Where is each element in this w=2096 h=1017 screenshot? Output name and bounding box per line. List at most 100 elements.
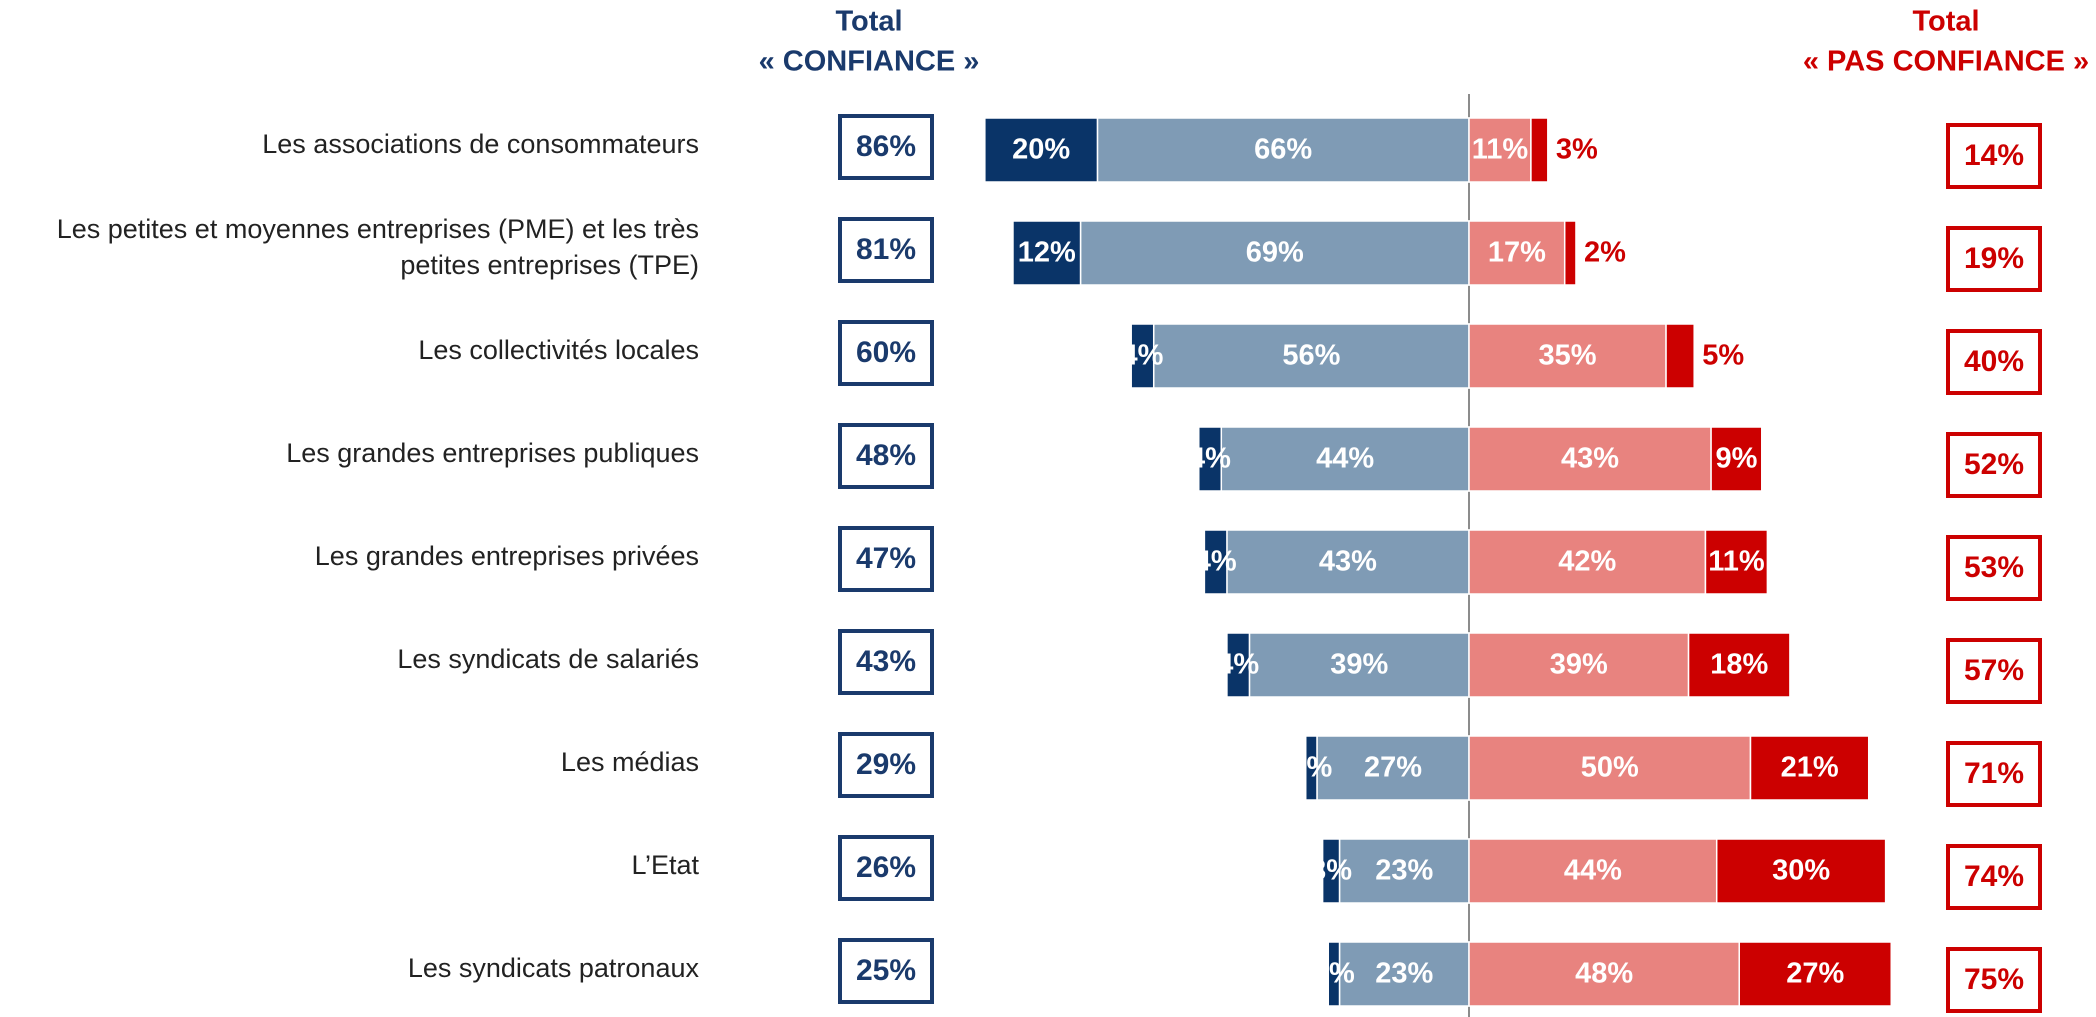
category-label: Les collectivités locales — [418, 335, 699, 365]
bar-segment — [1710, 426, 1763, 492]
bar-label: 23% — [1375, 855, 1433, 887]
bar-segment — [1321, 838, 1341, 904]
bar-label: 5% — [1702, 340, 1744, 372]
bar-label: 66% — [1254, 134, 1312, 166]
total-box — [1946, 947, 2042, 1013]
bar-segment — [1687, 632, 1791, 698]
bar-label: 2% — [1313, 958, 1355, 990]
bar-label: 39% — [1550, 649, 1608, 681]
bar-label: 48% — [1575, 958, 1633, 990]
bar-segment — [1316, 735, 1470, 801]
bar-segment — [1468, 529, 1707, 595]
category-label: Les petites et moyennes entreprises (PME… — [56, 214, 699, 280]
bar-segment — [1226, 632, 1251, 698]
bar-label: 30% — [1772, 855, 1830, 887]
category-label: Les syndicats de salariés — [397, 644, 699, 674]
total-box — [838, 217, 934, 283]
bar-segment — [1468, 220, 1566, 286]
total-box — [1946, 741, 2042, 807]
total-label: 53% — [1964, 551, 2024, 584]
total-box — [1946, 226, 2042, 292]
total-label: 47% — [856, 542, 916, 575]
total-label: 52% — [1964, 448, 2024, 481]
bar-label: 4% — [1121, 340, 1163, 372]
category-label: Les grandes entreprises publiques — [286, 438, 699, 468]
bar-label: 50% — [1581, 752, 1639, 784]
bar-label: 44% — [1316, 443, 1374, 475]
bar-label: 2% — [1584, 237, 1626, 269]
total-box — [1946, 329, 2042, 395]
bar-segment — [1130, 323, 1155, 389]
category-label: L’Etat — [631, 850, 699, 880]
bar-label: 17% — [1488, 237, 1546, 269]
bar-segment — [1096, 117, 1470, 183]
bar-segment — [1468, 735, 1752, 801]
bar-segment — [1468, 632, 1690, 698]
bar-label: 18% — [1710, 649, 1768, 681]
total-box — [838, 629, 934, 695]
bar-label: 42% — [1558, 546, 1616, 578]
total-label: 75% — [1964, 963, 2024, 996]
bar-segment — [1665, 323, 1695, 389]
total-label: 86% — [856, 130, 916, 163]
bar-label: 39% — [1330, 649, 1388, 681]
total-box — [838, 320, 934, 386]
bar-label: 3% — [1556, 134, 1598, 166]
total-label: 60% — [856, 336, 916, 369]
bar-segment — [1468, 838, 1718, 904]
bar-label: 43% — [1561, 443, 1619, 475]
bar-label: 3% — [1310, 855, 1352, 887]
total-box — [1946, 123, 2042, 189]
header-right: Total — [1912, 6, 1979, 38]
total-label: 71% — [1964, 757, 2024, 790]
bar-label: 11% — [1472, 134, 1529, 166]
total-label: 14% — [1964, 139, 2024, 172]
bar-segment — [1738, 941, 1892, 1007]
total-box — [1946, 432, 2042, 498]
bar-segment — [1715, 838, 1887, 904]
category-label: Les grandes entreprises privées — [314, 541, 699, 571]
total-box — [838, 938, 934, 1004]
bar-label: 35% — [1539, 340, 1597, 372]
bar-label: 56% — [1282, 340, 1340, 372]
bar-label: 2% — [1290, 752, 1332, 784]
total-label: 19% — [1964, 242, 2024, 275]
bar-segment — [1012, 220, 1082, 286]
header-left: Total — [835, 6, 902, 38]
bar-label: 4% — [1189, 443, 1231, 475]
total-label: 43% — [856, 645, 916, 678]
total-box — [838, 423, 934, 489]
bar-segment — [1079, 220, 1470, 286]
bar-segment — [984, 117, 1099, 183]
bar-label: 20% — [1012, 134, 1070, 166]
bar-segment — [1220, 426, 1470, 492]
bar-label: 27% — [1786, 958, 1844, 990]
bar-segment — [1530, 117, 1549, 183]
total-box — [1946, 844, 2042, 910]
total-label: 40% — [1964, 345, 2024, 378]
bar-label: 12% — [1018, 237, 1076, 269]
bar-label: 4% — [1217, 649, 1259, 681]
bar-label: 69% — [1246, 237, 1304, 269]
total-label: 57% — [1964, 654, 2024, 687]
header-right: « PAS CONFIANCE » — [1803, 46, 2089, 78]
bar-label: 11% — [1708, 546, 1765, 578]
bar-label: 44% — [1564, 855, 1622, 887]
bar-segment — [1198, 426, 1223, 492]
bar-label: 21% — [1781, 752, 1839, 784]
bar-segment — [1468, 323, 1667, 389]
total-box — [838, 526, 934, 592]
total-label: 74% — [1964, 860, 2024, 893]
bar-label: 9% — [1715, 443, 1757, 475]
bar-segment — [1468, 117, 1532, 183]
bar-segment — [1203, 529, 1228, 595]
bar-label: 23% — [1375, 958, 1433, 990]
header-left: « CONFIANCE » — [759, 46, 980, 78]
bar-segment — [1563, 220, 1577, 286]
total-label: 25% — [856, 954, 916, 987]
category-label: Les médias — [560, 747, 699, 777]
total-label: 48% — [856, 439, 916, 472]
bar-label: 43% — [1319, 546, 1377, 578]
bar-segment — [1704, 529, 1769, 595]
